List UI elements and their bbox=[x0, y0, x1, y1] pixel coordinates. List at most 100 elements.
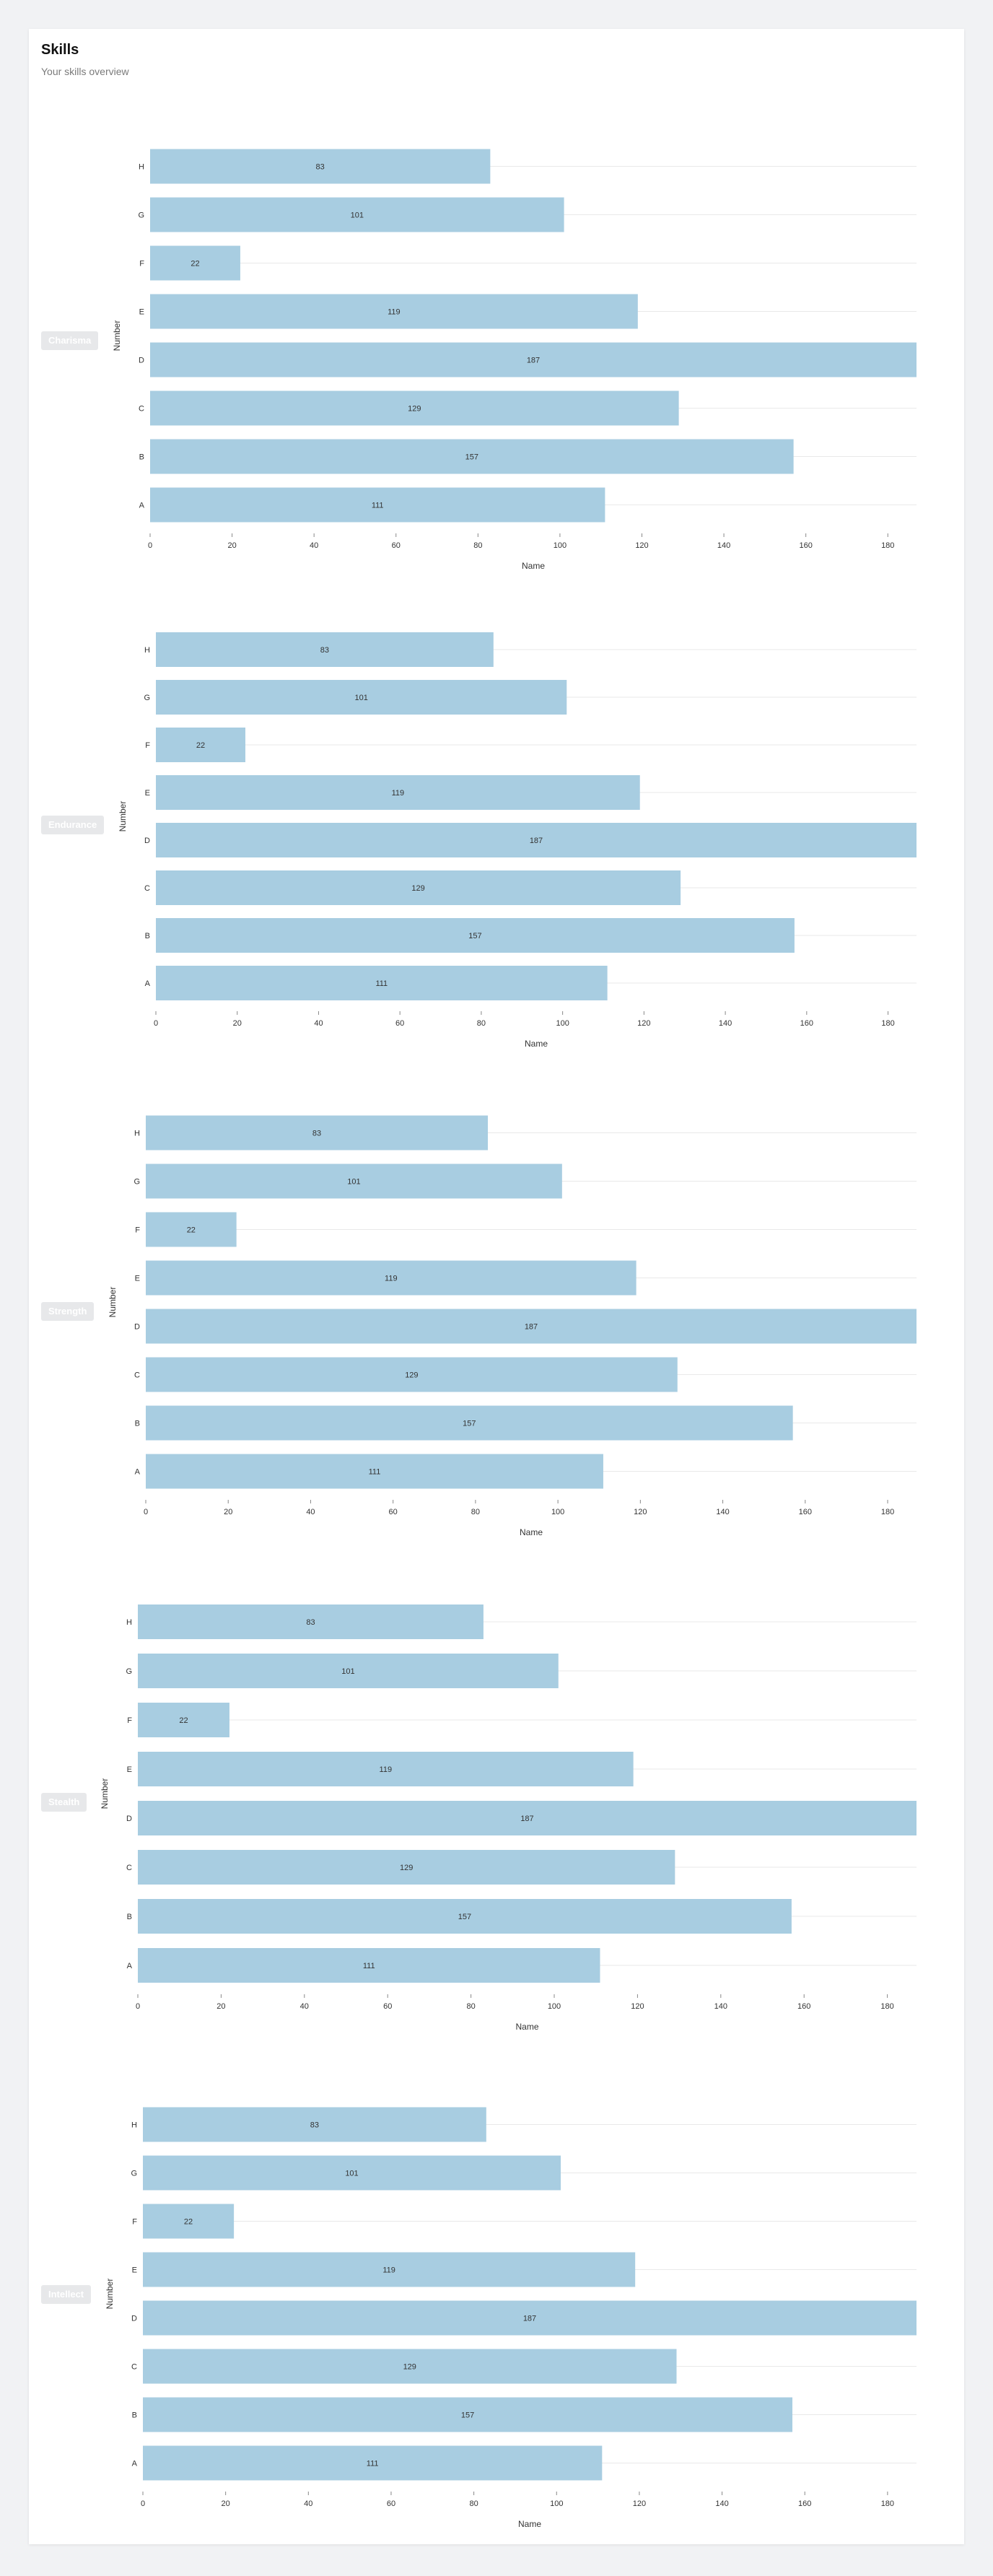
bar-F bbox=[156, 728, 245, 762]
data-label: 157 bbox=[468, 932, 481, 940]
bar-D bbox=[143, 2300, 917, 2336]
x-tick-label: 120 bbox=[635, 541, 648, 550]
x-tick-label: 20 bbox=[216, 2002, 225, 2011]
bar-G bbox=[150, 197, 564, 232]
x-tick-label: 140 bbox=[715, 2499, 728, 2508]
bar-H bbox=[143, 2107, 486, 2142]
category-label: H bbox=[126, 1618, 132, 1627]
category-label: G bbox=[134, 1178, 140, 1187]
category-label: C bbox=[126, 1864, 132, 1872]
x-tick-label: 100 bbox=[556, 1019, 569, 1028]
x-tick-label: 100 bbox=[551, 1508, 564, 1516]
category-label: F bbox=[127, 1716, 132, 1725]
category-label: B bbox=[145, 932, 150, 940]
x-tick-label: 40 bbox=[310, 541, 318, 550]
data-label: 22 bbox=[187, 1226, 196, 1235]
x-tick-label: 60 bbox=[383, 2002, 392, 2011]
bar-G bbox=[146, 1163, 562, 1199]
x-tick-label: 40 bbox=[314, 1019, 323, 1028]
x-tick-label: 40 bbox=[304, 2499, 312, 2508]
x-tick-label: 0 bbox=[136, 2002, 140, 2011]
bar-E bbox=[143, 2252, 636, 2287]
data-label: 187 bbox=[530, 837, 543, 845]
bar-H bbox=[146, 1115, 489, 1151]
data-label: 129 bbox=[400, 1864, 413, 1872]
x-tick-label: 40 bbox=[306, 1508, 315, 1516]
x-tick-label: 80 bbox=[477, 1019, 486, 1028]
bar-F bbox=[150, 245, 240, 281]
data-label: 187 bbox=[520, 1815, 533, 1823]
data-label: 157 bbox=[458, 1913, 471, 1921]
x-tick-label: 140 bbox=[714, 2002, 727, 2011]
category-label: F bbox=[132, 2218, 137, 2227]
x-tick-label: 0 bbox=[154, 1019, 158, 1028]
bar-G bbox=[143, 2155, 561, 2191]
category-label: D bbox=[144, 837, 150, 845]
bar-D bbox=[156, 823, 917, 857]
bar-F bbox=[138, 1703, 229, 1737]
category-label: D bbox=[134, 1323, 140, 1332]
page-subtitle: Your skills overview bbox=[41, 66, 129, 77]
bar-chart-strength: 83 H 101 G 22 F 119 E 187 D 129 C 157 B 111 A 0 20 40 60 80 1… bbox=[108, 1115, 917, 1537]
data-label: 157 bbox=[463, 1420, 476, 1428]
category-label: A bbox=[145, 979, 151, 988]
category-label: D bbox=[131, 2315, 137, 2323]
category-label: H bbox=[139, 163, 144, 172]
x-tick-label: 180 bbox=[881, 2499, 894, 2508]
x-tick-label: 20 bbox=[224, 1508, 232, 1516]
category-label: B bbox=[139, 453, 144, 462]
x-axis-title: Name bbox=[522, 561, 545, 571]
x-tick-label: 80 bbox=[471, 1508, 480, 1516]
bar-D bbox=[150, 342, 917, 377]
bar-G bbox=[138, 1654, 559, 1688]
category-label: G bbox=[131, 2170, 137, 2178]
x-tick-label: 140 bbox=[716, 1508, 729, 1516]
x-tick-label: 0 bbox=[148, 541, 152, 550]
data-label: 187 bbox=[525, 1323, 538, 1332]
x-tick-label: 160 bbox=[798, 2499, 811, 2508]
x-axis-title: Name bbox=[520, 1527, 543, 1537]
x-tick-label: 60 bbox=[387, 2499, 395, 2508]
bar-E bbox=[156, 775, 640, 810]
x-axis-title: Name bbox=[525, 1039, 548, 1049]
x-tick-label: 120 bbox=[637, 1019, 650, 1028]
skill-badge-intellect: Intellect bbox=[41, 2285, 92, 2304]
category-label: E bbox=[139, 308, 144, 317]
bar-B bbox=[156, 918, 795, 953]
y-axis-title: Number bbox=[105, 2279, 115, 2310]
y-axis-title: Number bbox=[100, 1778, 110, 1809]
x-tick-label: 0 bbox=[141, 2499, 145, 2508]
bar-E bbox=[138, 1752, 634, 1786]
category-label: E bbox=[145, 789, 150, 798]
y-axis-title: Number bbox=[118, 801, 128, 832]
x-tick-label: 160 bbox=[799, 541, 812, 550]
data-label: 83 bbox=[310, 2121, 319, 2130]
category-label: A bbox=[132, 2460, 138, 2468]
category-label: G bbox=[138, 211, 144, 220]
data-label: 22 bbox=[191, 260, 199, 268]
data-label: 187 bbox=[523, 2315, 536, 2323]
skill-badge-endurance: Endurance bbox=[41, 816, 105, 834]
x-tick-label: 120 bbox=[631, 2002, 644, 2011]
category-label: C bbox=[134, 1371, 140, 1380]
x-tick-label: 180 bbox=[880, 2002, 893, 2011]
category-label: H bbox=[134, 1130, 140, 1138]
x-axis-title: Name bbox=[515, 2022, 538, 2032]
skill-badge-stealth: Stealth bbox=[41, 1793, 87, 1812]
bar-H bbox=[156, 632, 494, 667]
x-tick-label: 0 bbox=[144, 1508, 148, 1516]
category-label: E bbox=[135, 1275, 140, 1283]
category-label: G bbox=[144, 694, 150, 702]
category-label: D bbox=[126, 1815, 132, 1823]
category-label: F bbox=[135, 1226, 140, 1235]
bar-H bbox=[138, 1604, 484, 1639]
x-tick-label: 140 bbox=[717, 541, 730, 550]
data-label: 129 bbox=[403, 2363, 416, 2372]
bar-C bbox=[146, 1357, 678, 1392]
data-label: 119 bbox=[385, 1275, 398, 1283]
bar-A bbox=[146, 1454, 603, 1489]
data-label: 187 bbox=[527, 357, 540, 365]
x-tick-label: 100 bbox=[554, 541, 567, 550]
data-label: 101 bbox=[345, 2170, 358, 2178]
